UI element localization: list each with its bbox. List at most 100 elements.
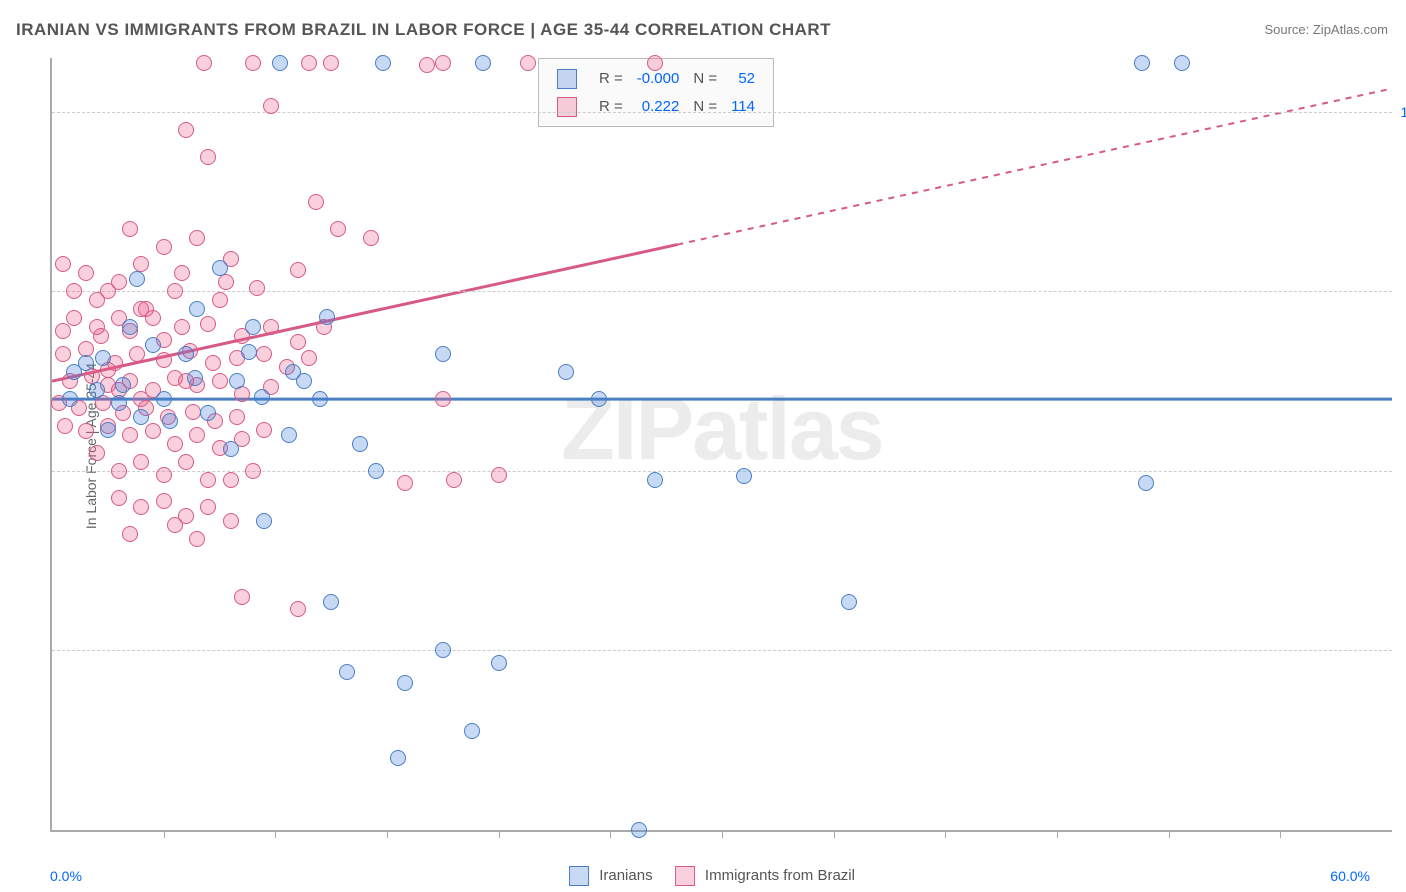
scatter-point-pink: [178, 454, 194, 470]
gridline-h: [52, 112, 1392, 113]
scatter-point-pink: [174, 319, 190, 335]
legend2-label-pink: Immigrants from Brazil: [705, 867, 855, 884]
scatter-point-pink: [223, 513, 239, 529]
scatter-point-pink: [290, 262, 306, 278]
scatter-point-pink: [397, 475, 413, 491]
legend2-label-blue: Iranians: [599, 867, 652, 884]
scatter-point-pink: [419, 57, 435, 73]
series-legend: Iranians Immigrants from Brazil: [551, 866, 855, 886]
scatter-point-pink: [205, 355, 221, 371]
scatter-point-pink: [55, 256, 71, 272]
scatter-point-pink: [308, 194, 324, 210]
scatter-point-pink: [200, 149, 216, 165]
scatter-point-pink: [78, 265, 94, 281]
scatter-point-pink: [290, 601, 306, 617]
scatter-point-pink: [223, 472, 239, 488]
scatter-point-pink: [57, 418, 73, 434]
scatter-point-pink: [189, 427, 205, 443]
x-tick: [610, 830, 611, 838]
scatter-point-blue: [464, 723, 480, 739]
scatter-point-pink: [323, 55, 339, 71]
scatter-point-blue: [1134, 55, 1150, 71]
scatter-point-pink: [167, 283, 183, 299]
gridline-h: [52, 650, 1392, 651]
scatter-point-pink: [156, 467, 172, 483]
scatter-point-pink: [200, 316, 216, 332]
scatter-point-pink: [133, 454, 149, 470]
scatter-point-pink: [133, 301, 149, 317]
scatter-point-blue: [256, 513, 272, 529]
scatter-point-pink: [245, 55, 261, 71]
legend-swatch-blue: [557, 69, 577, 89]
scatter-point-blue: [111, 395, 127, 411]
scatter-point-blue: [591, 391, 607, 407]
scatter-point-pink: [435, 55, 451, 71]
scatter-point-blue: [95, 350, 111, 366]
scatter-point-pink: [446, 472, 462, 488]
scatter-point-pink: [189, 531, 205, 547]
x-tick: [387, 830, 388, 838]
scatter-point-blue: [296, 373, 312, 389]
x-axis-min-label: 0.0%: [50, 868, 82, 884]
x-tick: [722, 830, 723, 838]
scatter-point-blue: [339, 664, 355, 680]
scatter-point-pink: [234, 589, 250, 605]
scatter-point-pink: [290, 334, 306, 350]
scatter-point-blue: [133, 409, 149, 425]
legend2-swatch-blue: [569, 866, 589, 886]
scatter-point-pink: [145, 423, 161, 439]
scatter-point-blue: [115, 377, 131, 393]
x-tick: [1169, 830, 1170, 838]
scatter-point-blue: [491, 655, 507, 671]
scatter-point-pink: [491, 467, 507, 483]
x-axis-max-label: 60.0%: [1330, 868, 1370, 884]
scatter-point-pink: [129, 346, 145, 362]
scatter-point-pink: [133, 499, 149, 515]
scatter-point-pink: [122, 526, 138, 542]
x-tick: [1057, 830, 1058, 838]
scatter-point-pink: [55, 323, 71, 339]
scatter-point-blue: [200, 405, 216, 421]
x-tick: [164, 830, 165, 838]
scatter-point-pink: [435, 391, 451, 407]
scatter-point-blue: [647, 472, 663, 488]
scatter-point-pink: [256, 422, 272, 438]
scatter-point-blue: [78, 355, 94, 371]
scatter-point-pink: [122, 221, 138, 237]
scatter-point-pink: [520, 55, 536, 71]
scatter-point-pink: [249, 280, 265, 296]
scatter-point-pink: [156, 493, 172, 509]
scatter-point-blue: [390, 750, 406, 766]
scatter-point-blue: [178, 346, 194, 362]
scatter-point-pink: [196, 55, 212, 71]
scatter-point-blue: [229, 373, 245, 389]
scatter-point-blue: [841, 594, 857, 610]
scatter-point-pink: [122, 427, 138, 443]
scatter-point-pink: [178, 122, 194, 138]
scatter-point-blue: [631, 822, 647, 838]
scatter-point-blue: [189, 301, 205, 317]
scatter-point-blue: [281, 427, 297, 443]
scatter-point-pink: [167, 517, 183, 533]
scatter-point-pink: [218, 274, 234, 290]
scatter-point-pink: [212, 292, 228, 308]
scatter-point-pink: [263, 98, 279, 114]
scatter-point-blue: [323, 594, 339, 610]
scatter-point-blue: [62, 391, 78, 407]
scatter-point-pink: [229, 409, 245, 425]
scatter-point-pink: [263, 319, 279, 335]
scatter-point-blue: [272, 55, 288, 71]
scatter-point-pink: [167, 436, 183, 452]
scatter-point-pink: [301, 55, 317, 71]
scatter-point-pink: [111, 490, 127, 506]
scatter-point-pink: [189, 230, 205, 246]
scatter-point-blue: [1138, 475, 1154, 491]
scatter-point-blue: [375, 55, 391, 71]
scatter-point-pink: [245, 463, 261, 479]
scatter-point-blue: [187, 370, 203, 386]
scatter-point-blue: [319, 309, 335, 325]
scatter-point-blue: [254, 389, 270, 405]
scatter-point-blue: [1174, 55, 1190, 71]
legend-swatch-pink: [557, 97, 577, 117]
scatter-point-pink: [66, 283, 82, 299]
